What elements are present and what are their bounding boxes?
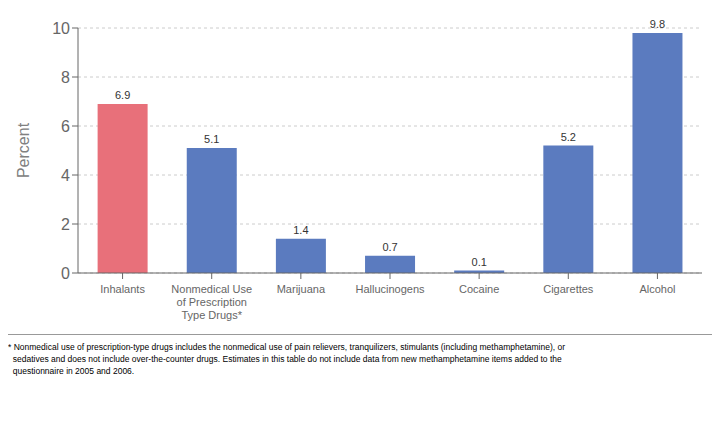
svg-text:8: 8 [61, 69, 70, 86]
svg-text:Hallucinogens: Hallucinogens [355, 283, 425, 295]
svg-text:Percent: Percent [15, 122, 32, 178]
svg-text:0: 0 [61, 265, 70, 282]
svg-text:Marijuana: Marijuana [277, 283, 326, 295]
svg-text:Inhalants: Inhalants [100, 283, 145, 295]
svg-text:0.7: 0.7 [382, 241, 397, 253]
svg-text:9.8: 9.8 [650, 18, 665, 30]
svg-text:5.1: 5.1 [204, 133, 219, 145]
svg-text:Cigarettes: Cigarettes [543, 283, 594, 295]
svg-text:10: 10 [52, 20, 70, 37]
svg-text:4: 4 [61, 167, 70, 184]
html-text:questionnaire in 2005 and 2006: questionnaire in 2005 and 2006. [8, 366, 135, 376]
svg-text:6: 6 [61, 118, 70, 135]
svg-text:5.2: 5.2 [561, 131, 576, 143]
svg-text:6.9: 6.9 [115, 89, 130, 101]
svg-text:Alcohol: Alcohol [639, 283, 675, 295]
svg-text:Nonmedical Useof PrescriptionT: Nonmedical Useof PrescriptionType Drugs* [171, 283, 252, 321]
svg-text:0.1: 0.1 [472, 256, 487, 268]
html-text:sedatives and does not include: sedatives and does not include over-the-… [8, 354, 562, 364]
svg-text:2: 2 [61, 216, 70, 233]
svg-text:Cocaine: Cocaine [459, 283, 499, 295]
svg-text:1.4: 1.4 [293, 224, 308, 236]
html-text:* Nonmedical use of prescripti: * Nonmedical use of prescription-type dr… [8, 342, 565, 352]
